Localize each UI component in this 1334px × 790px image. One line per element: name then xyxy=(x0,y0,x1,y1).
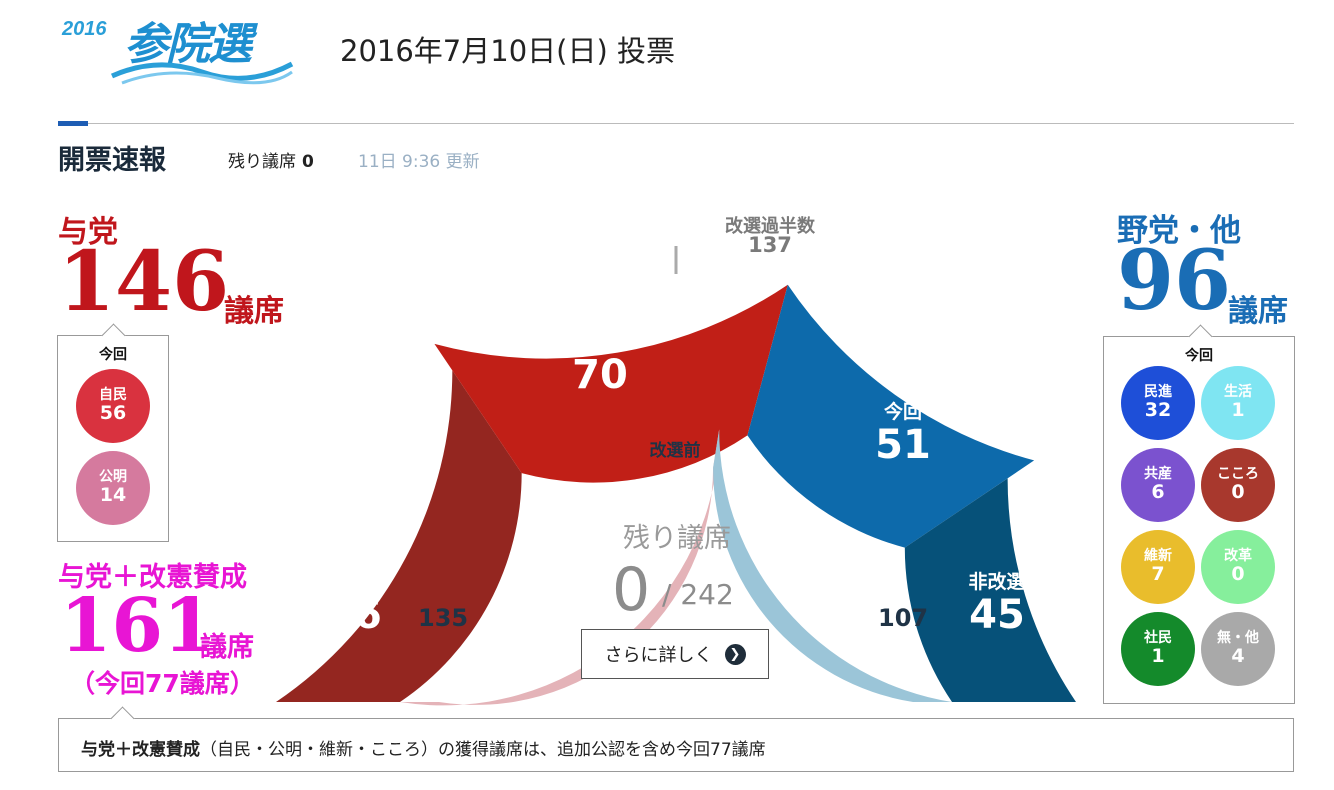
segment-label: 今回 xyxy=(580,331,619,353)
opposition-seats: 96 xyxy=(1117,233,1232,329)
segment-label: 非改選 xyxy=(325,571,383,593)
ruling-hikaisen-segment: 非改選 76 xyxy=(294,567,414,636)
more-details-label: さらに詳しく xyxy=(604,645,713,666)
chart-remaining-value: 0 xyxy=(612,555,651,625)
party-seats: 1 xyxy=(1231,399,1245,422)
ruling-konkai-segment: 今回 70 xyxy=(540,327,660,396)
party-name: 自民 xyxy=(99,386,127,403)
ruling-seats: 146 xyxy=(58,234,230,330)
kaiken-unit: 議席 xyxy=(200,632,254,663)
segment-value: 45 xyxy=(969,592,1025,638)
party-shamin[interactable]: 社民 1 xyxy=(1121,612,1195,686)
logo-wave-icon xyxy=(110,61,294,85)
ruling-konkai-arc xyxy=(434,284,788,483)
party-name: 社民 xyxy=(1144,629,1172,646)
remaining-seats-summary: 残り議席 0 xyxy=(228,147,314,172)
party-name: 共産 xyxy=(1144,465,1172,482)
party-name: こころ xyxy=(1217,465,1259,482)
ruling-label: 与党 xyxy=(58,215,118,250)
chart-total-seats: / 242 xyxy=(662,578,734,611)
opp-before-value: 107 xyxy=(878,604,929,632)
remaining-seats-value: 0 xyxy=(302,152,314,172)
chevron-right-icon: ❯ xyxy=(724,643,746,665)
ruling-konkai-label: 今回 xyxy=(99,347,127,363)
note-text: 与党＋改憲賛成（自民・公明・維新・こころ）の獲得議席は、追加公認を含め今回77議… xyxy=(81,735,766,760)
party-name: 維新 xyxy=(1144,547,1172,564)
vote-date: 2016年7月10日(日) 投票 xyxy=(340,34,676,68)
party-mushozoku[interactable]: 無・他 4 xyxy=(1201,612,1275,686)
opposition-unit: 議席 xyxy=(1228,294,1288,329)
party-seats: 0 xyxy=(1231,563,1245,586)
ruling-before-value: 135 xyxy=(418,604,469,632)
kaiken-label: 与党＋改憲賛成 xyxy=(58,562,247,593)
note-box: 与党＋改憲賛成（自民・公明・維新・こころ）の獲得議席は、追加公認を含め今回77議… xyxy=(58,706,1294,772)
party-name: 民進 xyxy=(1144,383,1172,400)
opposition-konkai-label: 今回 xyxy=(1185,348,1213,364)
majority-value: 137 xyxy=(748,233,792,257)
ruling-unit: 議席 xyxy=(224,294,284,329)
party-seats: 1 xyxy=(1151,645,1165,668)
party-seats: 32 xyxy=(1144,399,1172,422)
chart-remaining-label: 残り議席 xyxy=(623,523,731,554)
party-seats: 14 xyxy=(99,484,127,507)
more-details-button[interactable]: さらに詳しく ❯ xyxy=(581,629,769,679)
kaiken-sub: （今回77議席） xyxy=(70,669,255,698)
section-title: 開票速報 xyxy=(58,145,166,176)
opp-hikaisen-arc xyxy=(904,478,1076,702)
segment-value: 51 xyxy=(875,422,931,468)
opp-konkai-arc xyxy=(747,284,1035,548)
section-accent xyxy=(58,121,88,126)
ruling-party-box: 今回 自民 56 公明 14 xyxy=(57,323,169,542)
logo-year: 2016 xyxy=(62,18,107,40)
logo-title: 参院選 xyxy=(124,19,252,70)
opposition-party-box: 今回 民進 32 生活 1 共産 6 こころ 0 維新 7 改革 0 社民 1 無・他 4 xyxy=(1103,324,1295,704)
party-seats: 0 xyxy=(1231,481,1245,504)
party-seats: 4 xyxy=(1231,645,1245,668)
segment-value: 76 xyxy=(326,592,382,638)
segment-label: 今回 xyxy=(883,401,922,423)
majority-label: 改選過半数 xyxy=(725,216,815,237)
remaining-seats-label: 残り議席 xyxy=(228,152,296,172)
party-name: 無・他 xyxy=(1217,629,1259,646)
party-kyosan[interactable]: 共産 6 xyxy=(1121,448,1195,522)
section-divider xyxy=(58,123,1294,124)
opposition-label: 野党・他 xyxy=(1117,213,1241,249)
party-name: 改革 xyxy=(1224,547,1252,564)
opp-konkai-segment: 今回 51 xyxy=(843,397,963,466)
note-body: （自民・公明・維新・こころ）の獲得議席は、追加公認を含め今回77議席 xyxy=(200,740,766,760)
party-minshin[interactable]: 民進 32 xyxy=(1121,366,1195,440)
note-strong: 与党＋改憲賛成 xyxy=(81,740,200,760)
party-kokoro[interactable]: こころ 0 xyxy=(1201,448,1275,522)
party-name: 生活 xyxy=(1224,383,1252,400)
kaiken-seats: 161 xyxy=(60,583,215,669)
before-label: 改選前 xyxy=(649,441,701,461)
ruling-hikaisen-arc xyxy=(276,370,522,702)
party-seats: 7 xyxy=(1151,563,1165,586)
party-ldp[interactable]: 自民 56 xyxy=(76,369,150,443)
party-komeito[interactable]: 公明 14 xyxy=(76,451,150,525)
updated-time: 11日 9:36 更新 xyxy=(358,152,480,172)
party-name: 公明 xyxy=(99,468,127,485)
party-seats: 56 xyxy=(99,402,127,425)
party-ishin[interactable]: 維新 7 xyxy=(1121,530,1195,604)
election-logo: 2016 参院選 xyxy=(62,8,302,88)
party-seikatsu[interactable]: 生活 1 xyxy=(1201,366,1275,440)
party-kaikaku[interactable]: 改革 0 xyxy=(1201,530,1275,604)
party-seats: 6 xyxy=(1151,481,1165,504)
segment-value: 70 xyxy=(572,352,628,398)
segment-label: 非改選 xyxy=(968,571,1026,593)
opp-hikaisen-segment: 非改選 45 xyxy=(937,567,1057,636)
